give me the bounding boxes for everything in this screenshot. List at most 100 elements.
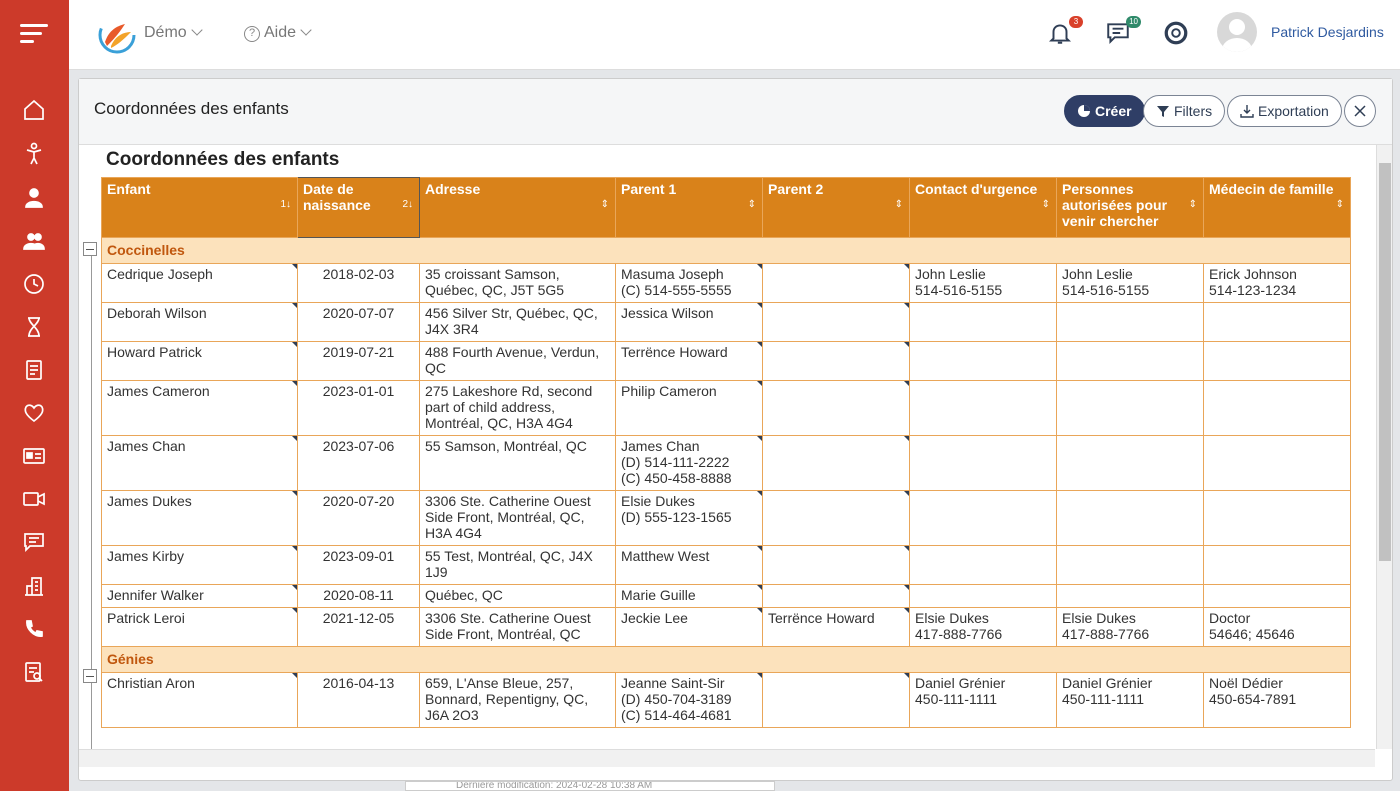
filter-icon (1157, 106, 1169, 117)
cell-contact-urgence: Daniel Grénier 450-111-1111 (909, 672, 1057, 728)
clock-icon[interactable] (20, 270, 48, 298)
cell-personnes-autorisees (1056, 341, 1204, 381)
help-icon: ? (244, 26, 260, 42)
cell-parent-2 (762, 263, 910, 303)
column-header-enfant[interactable]: Enfant 1↓ (101, 177, 298, 238)
column-header-parent-2[interactable]: Parent 2 ⇕ (762, 177, 910, 238)
chat-icon[interactable] (20, 528, 48, 556)
building-icon[interactable] (20, 572, 48, 600)
sort-icon[interactable]: ⇕ (1041, 199, 1050, 210)
sort-icon[interactable]: ⇕ (600, 199, 609, 210)
cell-marker-icon (904, 303, 909, 308)
column-header-date-naissance[interactable]: Date de naissance 2↓ (297, 177, 420, 238)
cell-parent-2 (762, 341, 910, 381)
table-row[interactable]: Cedrique Joseph 2018-02-03 35 croissant Sa… (101, 263, 1351, 303)
group-row[interactable]: Génies (101, 646, 1351, 673)
table-row[interactable]: James Cameron 2023-01-01 275 Lakeshore Rd,… (101, 380, 1351, 436)
cell-personnes-autorisees (1056, 490, 1204, 546)
sort-icon[interactable]: ⇕ (1335, 199, 1344, 210)
cell-enfant: Christian Aron (101, 672, 298, 728)
table-row[interactable]: Deborah Wilson 2020-07-07 456 Silver Str, … (101, 302, 1351, 342)
cell-adresse: 659, L'Anse Bleue, 257, Bonnard, Repenti… (419, 672, 616, 728)
collapse-group-coccinelles-icon[interactable] (83, 242, 97, 256)
cell-medecin (1203, 341, 1351, 381)
export-button-label: Exportation (1258, 103, 1329, 119)
cell-adresse: 275 Lakeshore Rd, second part of child a… (419, 380, 616, 436)
column-header-medecin[interactable]: Médecin de famille ⇕ (1203, 177, 1351, 238)
sort-icon[interactable]: ⇕ (747, 199, 756, 210)
column-header-contact-urgence[interactable]: Contact d'urgence ⇕ (909, 177, 1057, 238)
column-header-parent-1[interactable]: Parent 1 ⇕ (615, 177, 763, 238)
user-name[interactable]: Patrick Desjardins (1271, 24, 1384, 40)
collapse-group-genies-icon[interactable] (83, 669, 97, 683)
table-row[interactable]: James Kirby 2023-09-01 55 Test, Montréal, … (101, 545, 1351, 585)
report-panel: Coordonnées des enfants Créer Filters Ex… (78, 78, 1393, 781)
table-row[interactable]: James Dukes 2020-07-20 3306 Ste. Catherine… (101, 490, 1351, 546)
column-header-personnes-autorisees[interactable]: Personnes autorisées pour venir chercher… (1056, 177, 1204, 238)
cell-marker-icon (292, 381, 297, 386)
group-row[interactable]: Coccinelles (101, 237, 1351, 264)
phone-icon[interactable] (20, 615, 48, 643)
table-row[interactable]: Christian Aron 2016-04-13 659, L'Anse Bleu… (101, 672, 1351, 728)
cell-adresse: 488 Fourth Avenue, Verdun, QC (419, 341, 616, 381)
cell-parent-2 (762, 545, 910, 585)
notifications-badge: 3 (1069, 16, 1083, 28)
hourglass-icon[interactable] (20, 313, 48, 341)
heart-icon[interactable] (20, 399, 48, 427)
cell-parent-1: Elsie Dukes (D) 555-123-1565 (615, 490, 763, 546)
menu-toggle-icon[interactable] (20, 24, 48, 46)
sort-icon[interactable]: ⇕ (1188, 199, 1197, 210)
scrollbar-thumb[interactable] (1379, 163, 1391, 561)
table-row[interactable]: Howard Patrick 2019-07-21 488 Fourth Avenu… (101, 341, 1351, 381)
video-icon[interactable] (20, 485, 48, 513)
org-selector[interactable]: Démo (144, 24, 203, 42)
avatar[interactable] (1217, 12, 1257, 52)
group-icon[interactable] (20, 227, 48, 255)
export-button[interactable]: Exportation (1227, 95, 1342, 127)
close-icon (1354, 105, 1366, 117)
vertical-scrollbar[interactable] (1376, 145, 1392, 749)
sort-icon[interactable]: 2↓ (402, 199, 413, 210)
app-logo (98, 16, 136, 54)
cell-personnes-autorisees (1056, 435, 1204, 491)
column-header-adresse[interactable]: Adresse ⇕ (419, 177, 616, 238)
messages-icon[interactable]: 10 (1105, 16, 1141, 48)
horizontal-scrollbar[interactable] (79, 749, 1375, 767)
sort-icon[interactable]: 1↓ (280, 199, 291, 210)
cell-marker-icon (292, 585, 297, 590)
last-modified-text: Dernière modification: 2024-02-28 10:38 … (405, 781, 775, 791)
person-icon[interactable] (20, 184, 48, 212)
cell-adresse: 35 croissant Samson, Québec, QC, J5T 5G5 (419, 263, 616, 303)
cell-date-naissance: 2023-01-01 (297, 380, 420, 436)
cell-contact-urgence: Elsie Dukes 417-888-7766 (909, 607, 1057, 647)
table-row[interactable]: Patrick Leroi 2021-12-05 3306 Ste. Catheri… (101, 607, 1351, 647)
cell-marker-icon (292, 342, 297, 347)
table-row[interactable]: Jennifer Walker 2020-08-11 Québec, QC Marie… (101, 584, 1351, 608)
cell-marker-icon (904, 491, 909, 496)
close-button[interactable] (1344, 95, 1376, 127)
help-menu[interactable]: ? Aide (244, 24, 312, 43)
cell-marker-icon (292, 673, 297, 678)
cell-enfant: Cedrique Joseph (101, 263, 298, 303)
notifications-bell-icon[interactable]: 3 (1047, 16, 1083, 48)
child-icon[interactable] (20, 140, 48, 168)
cell-parent-2: Terrënce Howard (762, 607, 910, 647)
cell-enfant: James Chan (101, 435, 298, 491)
support-lifebuoy-icon[interactable] (1163, 20, 1191, 48)
cell-marker-icon (292, 491, 297, 496)
filters-button[interactable]: Filters (1143, 95, 1226, 127)
report-icon[interactable] (20, 658, 48, 686)
cell-parent-1: Matthew West (615, 545, 763, 585)
id-card-icon[interactable] (20, 442, 48, 470)
checklist-icon[interactable] (20, 356, 48, 384)
create-button-label: Créer (1095, 103, 1132, 119)
cell-enfant: James Dukes (101, 490, 298, 546)
table-row[interactable]: James Chan 2023-07-06 55 Samson, Montréal,… (101, 435, 1351, 491)
cell-marker-icon (757, 264, 762, 269)
home-icon[interactable] (20, 96, 48, 124)
create-button[interactable]: Créer (1064, 95, 1145, 127)
cell-contact-urgence (909, 490, 1057, 546)
cell-date-naissance: 2019-07-21 (297, 341, 420, 381)
sort-icon[interactable]: ⇕ (894, 199, 903, 210)
cell-date-naissance: 2020-07-07 (297, 302, 420, 342)
